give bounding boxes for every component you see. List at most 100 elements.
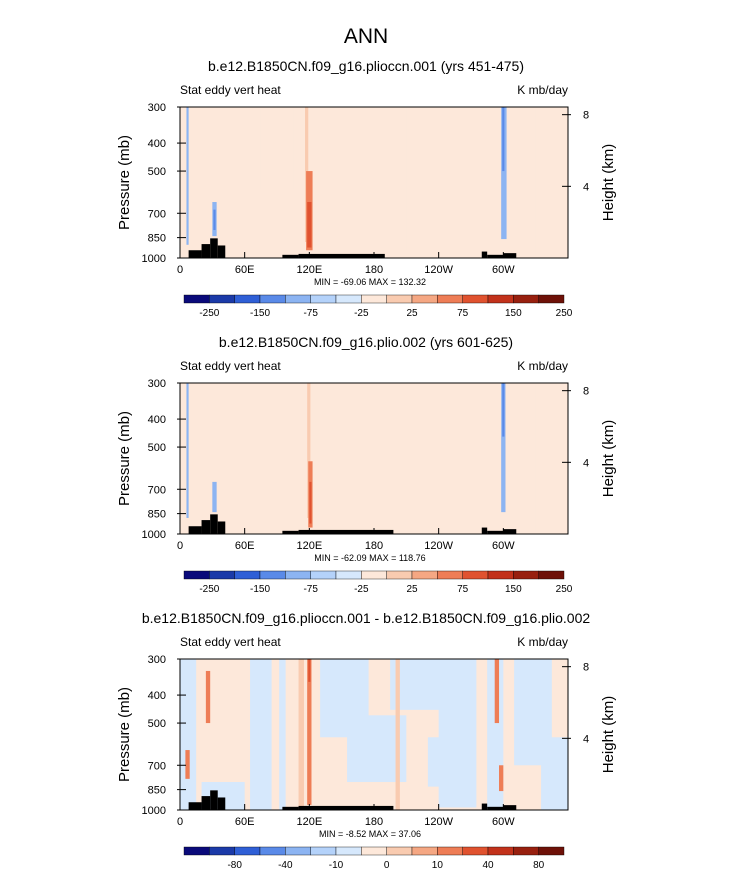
field-cell bbox=[185, 107, 200, 257]
land-mask bbox=[217, 245, 226, 258]
colorbar-label: 150 bbox=[505, 584, 522, 595]
field-cell bbox=[212, 481, 217, 513]
y-tick-label: 400 bbox=[148, 414, 166, 426]
land-mask bbox=[201, 520, 211, 534]
field-cell bbox=[502, 383, 505, 437]
colorbar-label: 75 bbox=[457, 584, 469, 595]
land-mask bbox=[217, 521, 226, 534]
field-cell bbox=[535, 107, 552, 224]
land-mask bbox=[201, 244, 211, 258]
colorbar-swatch bbox=[335, 846, 362, 856]
colorbar-label: -250 bbox=[199, 308, 219, 319]
y-axis-label: Pressure (mb) bbox=[116, 135, 133, 230]
y-tick-label: 700 bbox=[148, 208, 166, 220]
field-cell bbox=[205, 670, 211, 724]
field-cell bbox=[185, 750, 190, 779]
land-mask bbox=[282, 530, 299, 534]
colorbar-swatch bbox=[361, 570, 387, 580]
colorbar-swatch bbox=[437, 846, 463, 856]
colorbar-swatch bbox=[335, 570, 362, 580]
colorbar-swatch bbox=[462, 570, 489, 580]
y-tick-label: 1000 bbox=[142, 529, 166, 541]
colorbar-label: -75 bbox=[303, 584, 318, 595]
x-tick-label: 60W bbox=[492, 540, 515, 552]
x-tick-label: 60E bbox=[235, 540, 255, 552]
colorbar-swatch bbox=[411, 294, 438, 304]
height-tick-label: 4 bbox=[583, 733, 589, 745]
colorbar-swatch bbox=[285, 846, 311, 856]
height-tick-label: 4 bbox=[583, 457, 589, 469]
colorbar-swatch bbox=[411, 570, 438, 580]
colorbar-swatch bbox=[437, 570, 463, 580]
colorbar-swatch bbox=[285, 294, 311, 304]
field-cell bbox=[330, 515, 396, 533]
panel-right-label: K mb/day bbox=[517, 635, 568, 649]
field-cell bbox=[180, 383, 200, 533]
field-cell bbox=[501, 383, 506, 513]
field-cell bbox=[260, 107, 294, 190]
y-tick-label: 500 bbox=[148, 442, 166, 454]
colorbar-label: -80 bbox=[227, 860, 242, 871]
colorbar-swatch bbox=[234, 846, 261, 856]
colorbar-swatch bbox=[259, 294, 286, 304]
colorbar-swatch bbox=[285, 570, 311, 580]
land-mask bbox=[217, 797, 226, 810]
colorbar-swatch bbox=[386, 294, 413, 304]
field-cell bbox=[499, 765, 504, 792]
y-tick-label: 850 bbox=[148, 509, 166, 521]
y-tick-label: 300 bbox=[148, 654, 166, 666]
land-mask bbox=[188, 802, 202, 810]
field-cell bbox=[213, 209, 216, 231]
height-axis-label: Height (km) bbox=[600, 144, 617, 222]
colorbar-swatch bbox=[462, 846, 489, 856]
colorbar-swatch bbox=[513, 570, 539, 580]
field-cell bbox=[186, 107, 189, 245]
x-tick-label: 60E bbox=[235, 264, 255, 276]
colorbar-swatch bbox=[487, 294, 514, 304]
colorbar-label: -25 bbox=[354, 308, 369, 319]
colorbar-swatch bbox=[183, 570, 210, 580]
field-cell bbox=[250, 659, 272, 810]
colorbar-swatch bbox=[234, 294, 261, 304]
colorbar-swatch bbox=[538, 570, 565, 580]
land-mask bbox=[298, 805, 394, 810]
y-tick-label: 1000 bbox=[142, 805, 166, 817]
colorbar-swatch bbox=[259, 570, 286, 580]
plot-area bbox=[180, 383, 568, 534]
colorbar-label: 25 bbox=[406, 584, 418, 595]
colorbar-swatch bbox=[259, 846, 286, 856]
x-tick-label: 0 bbox=[177, 816, 183, 828]
figure-title: ANN bbox=[344, 25, 388, 48]
panel-title: b.e12.B1850CN.f09_g16.plioccn.001 (yrs 4… bbox=[208, 58, 524, 74]
x-tick-label: 120W bbox=[424, 816, 453, 828]
field-cell bbox=[492, 383, 536, 533]
colorbar-swatch bbox=[487, 846, 514, 856]
colorbar-label: 0 bbox=[384, 860, 390, 871]
land-mask bbox=[188, 250, 202, 258]
field-cell bbox=[541, 383, 556, 493]
field-cell bbox=[308, 659, 311, 682]
height-tick-label: 8 bbox=[583, 110, 589, 122]
land-mask bbox=[298, 253, 385, 258]
colorbar-swatch bbox=[209, 570, 235, 580]
min-max-stats: MIN = -62.09 MAX = 118.76 bbox=[314, 553, 425, 563]
colorbar-label: -75 bbox=[303, 308, 318, 319]
x-tick-label: 180 bbox=[365, 264, 383, 276]
land-mask bbox=[503, 529, 517, 534]
land-mask bbox=[487, 254, 504, 258]
colorbar-label: 150 bbox=[505, 308, 522, 319]
x-tick-label: 120W bbox=[424, 264, 453, 276]
colorbar-label: 40 bbox=[482, 860, 494, 871]
colorbar-label: -250 bbox=[199, 584, 219, 595]
colorbar-swatch bbox=[386, 846, 413, 856]
land-mask bbox=[503, 253, 517, 258]
height-axis-label: Height (km) bbox=[600, 696, 617, 774]
y-tick-label: 500 bbox=[148, 718, 166, 730]
land-mask bbox=[282, 806, 299, 810]
field-cell bbox=[419, 107, 424, 258]
colorbar-label: -40 bbox=[278, 860, 293, 871]
land-mask bbox=[282, 254, 299, 258]
colorbar-swatch bbox=[538, 846, 565, 856]
field-cell bbox=[402, 107, 407, 258]
land-mask bbox=[210, 514, 218, 534]
